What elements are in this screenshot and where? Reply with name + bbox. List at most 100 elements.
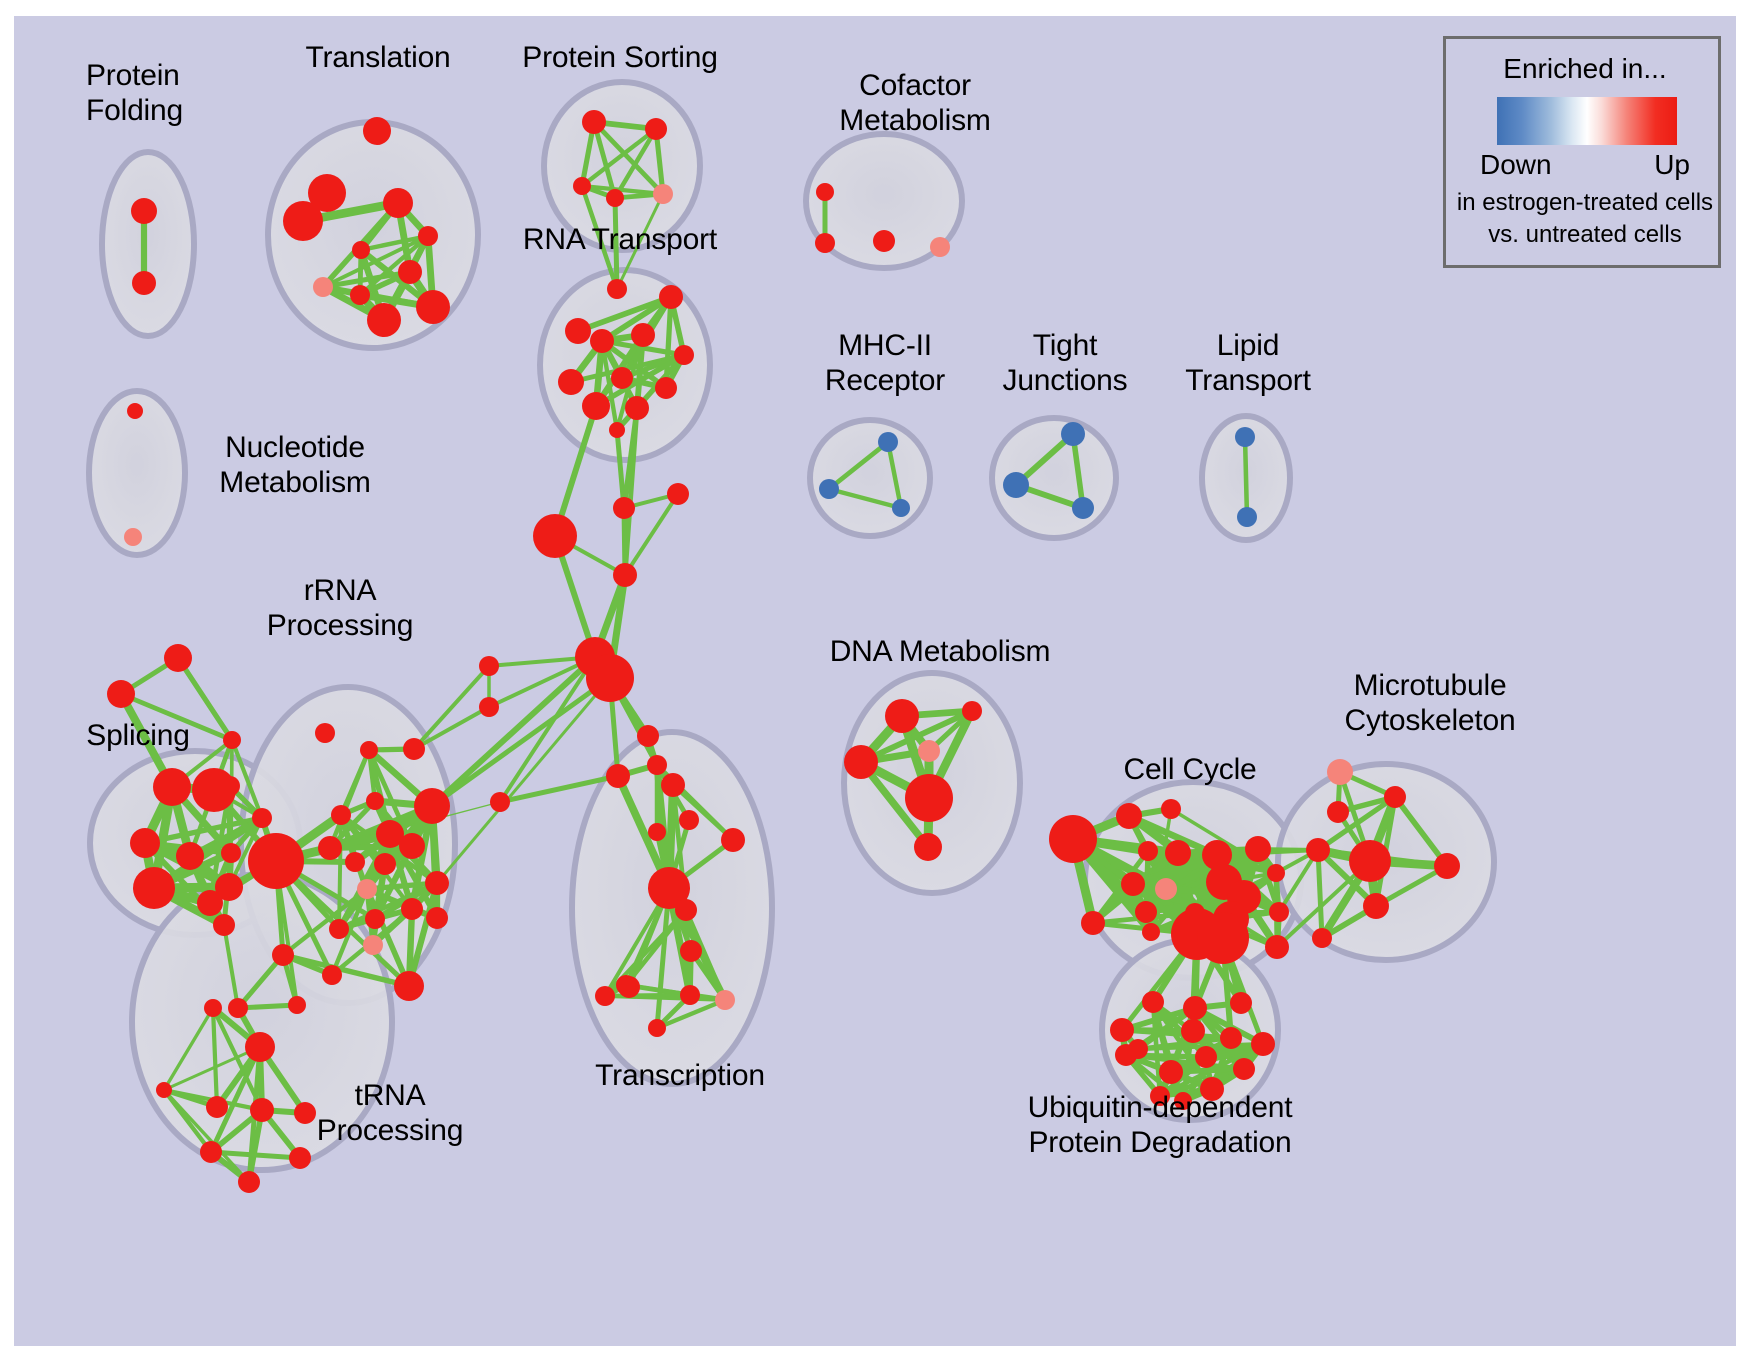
network-node[interactable] (659, 285, 683, 309)
network-node[interactable] (1115, 1044, 1137, 1066)
network-node[interactable] (905, 774, 953, 822)
network-node[interactable] (1230, 992, 1252, 1014)
network-node[interactable] (133, 867, 175, 909)
network-node[interactable] (1269, 902, 1289, 922)
network-node[interactable] (607, 279, 627, 299)
network-node[interactable] (363, 935, 383, 955)
network-node[interactable] (653, 184, 673, 204)
network-node[interactable] (289, 1147, 311, 1169)
network-node[interactable] (815, 233, 835, 253)
network-node[interactable] (558, 369, 584, 395)
network-node[interactable] (675, 899, 697, 921)
network-node[interactable] (363, 117, 391, 145)
network-node[interactable] (272, 944, 294, 966)
network-node[interactable] (331, 805, 351, 825)
network-node[interactable] (631, 323, 655, 347)
network-node[interactable] (130, 828, 160, 858)
network-node[interactable] (533, 514, 577, 558)
network-node[interactable] (322, 965, 342, 985)
network-node[interactable] (366, 792, 384, 810)
network-node[interactable] (315, 723, 335, 743)
network-node[interactable] (1233, 1058, 1255, 1080)
network-node[interactable] (213, 914, 235, 936)
network-node[interactable] (200, 1141, 222, 1163)
network-node[interactable] (318, 836, 342, 860)
network-node[interactable] (329, 919, 349, 939)
network-node[interactable] (374, 853, 396, 875)
network-node[interactable] (892, 499, 910, 517)
network-node[interactable] (313, 277, 333, 297)
network-node[interactable] (197, 890, 223, 916)
network-node[interactable] (648, 867, 690, 909)
network-node[interactable] (606, 764, 630, 788)
network-node[interactable] (124, 528, 142, 546)
network-node[interactable] (1349, 840, 1391, 882)
network-node[interactable] (1159, 1060, 1183, 1084)
network-node[interactable] (221, 843, 241, 863)
network-node[interactable] (582, 392, 610, 420)
network-node[interactable] (131, 198, 157, 224)
network-node[interactable] (816, 183, 834, 201)
network-node[interactable] (1202, 840, 1232, 870)
network-node[interactable] (565, 318, 591, 344)
network-node[interactable] (206, 1096, 228, 1118)
network-node[interactable] (586, 654, 634, 702)
network-node[interactable] (399, 833, 425, 859)
network-node[interactable] (1235, 427, 1255, 447)
network-node[interactable] (873, 230, 895, 252)
network-node[interactable] (1161, 799, 1181, 819)
network-node[interactable] (1327, 801, 1349, 823)
network-node[interactable] (107, 680, 135, 708)
network-node[interactable] (1245, 836, 1271, 862)
network-node[interactable] (360, 741, 378, 759)
network-node[interactable] (1197, 912, 1249, 964)
network-node[interactable] (930, 237, 950, 257)
network-node[interactable] (885, 699, 919, 733)
network-node[interactable] (962, 701, 982, 721)
network-node[interactable] (1150, 1086, 1170, 1106)
network-node[interactable] (383, 188, 413, 218)
network-node[interactable] (721, 828, 745, 852)
network-node[interactable] (1174, 1092, 1192, 1110)
network-node[interactable] (294, 1102, 316, 1124)
network-node[interactable] (1312, 928, 1332, 948)
network-node[interactable] (345, 852, 365, 872)
network-node[interactable] (426, 907, 448, 929)
network-node[interactable] (1327, 759, 1353, 785)
network-node[interactable] (1142, 991, 1164, 1013)
network-node[interactable] (1195, 1046, 1217, 1068)
network-node[interactable] (308, 174, 346, 212)
network-node[interactable] (637, 725, 659, 747)
network-node[interactable] (1049, 815, 1097, 863)
network-node[interactable] (1121, 872, 1145, 896)
network-node[interactable] (674, 345, 694, 365)
network-node[interactable] (1072, 497, 1094, 519)
network-node[interactable] (655, 377, 677, 399)
network-node[interactable] (1237, 507, 1257, 527)
network-node[interactable] (1183, 996, 1207, 1020)
network-node[interactable] (590, 329, 614, 353)
network-node[interactable] (625, 396, 649, 420)
network-node[interactable] (376, 820, 404, 848)
network-node[interactable] (1135, 901, 1157, 923)
network-node[interactable] (918, 740, 940, 762)
network-node[interactable] (1251, 1032, 1275, 1056)
network-node[interactable] (1165, 840, 1191, 866)
network-node[interactable] (645, 118, 667, 140)
network-node[interactable] (350, 285, 370, 305)
network-node[interactable] (357, 879, 377, 899)
network-node[interactable] (127, 403, 143, 419)
network-node[interactable] (648, 823, 666, 841)
network-node[interactable] (1384, 786, 1406, 808)
network-node[interactable] (647, 755, 667, 775)
network-node[interactable] (1200, 1077, 1224, 1101)
network-node[interactable] (616, 975, 636, 995)
network-node[interactable] (176, 842, 204, 870)
network-node[interactable] (365, 909, 385, 929)
network-node[interactable] (715, 990, 735, 1010)
network-node[interactable] (248, 833, 304, 889)
network-node[interactable] (204, 999, 222, 1017)
network-node[interactable] (1110, 1018, 1134, 1042)
network-node[interactable] (250, 1098, 274, 1122)
network-node[interactable] (394, 971, 424, 1001)
